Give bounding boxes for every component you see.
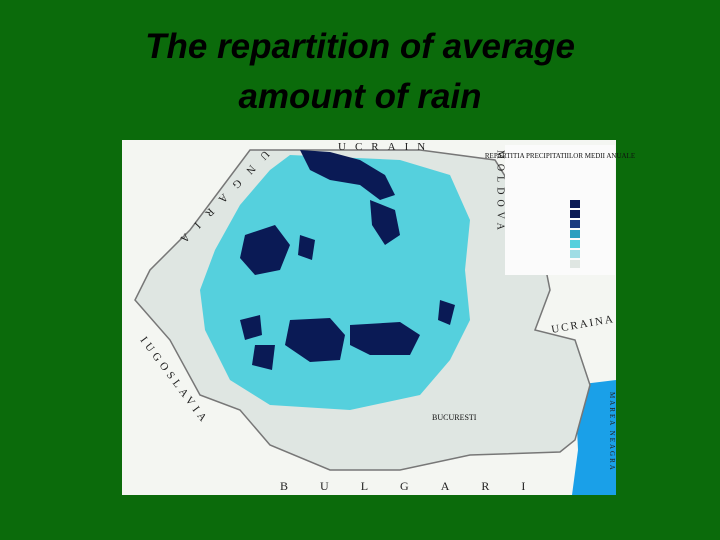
legend-heading: REPARTITIA PRECIPITATIILOR MEDII ANUALE — [485, 152, 635, 160]
sea-label: MAREA NEAGRA — [608, 392, 616, 472]
border-label: UCRAINA — [0, 0, 434, 153]
title-text: The repartition of average amount of rai… — [145, 27, 575, 116]
region-label: MOLDOVA — [495, 150, 506, 235]
slide-title: The repartition of average amount of rai… — [0, 22, 720, 122]
legend-box — [505, 145, 615, 275]
legend-swatches — [570, 200, 580, 268]
label-path: UCRAINA — [0, 0, 425, 153]
capital-label: BUCURESTI — [432, 413, 477, 422]
mountain-rain — [240, 150, 455, 370]
